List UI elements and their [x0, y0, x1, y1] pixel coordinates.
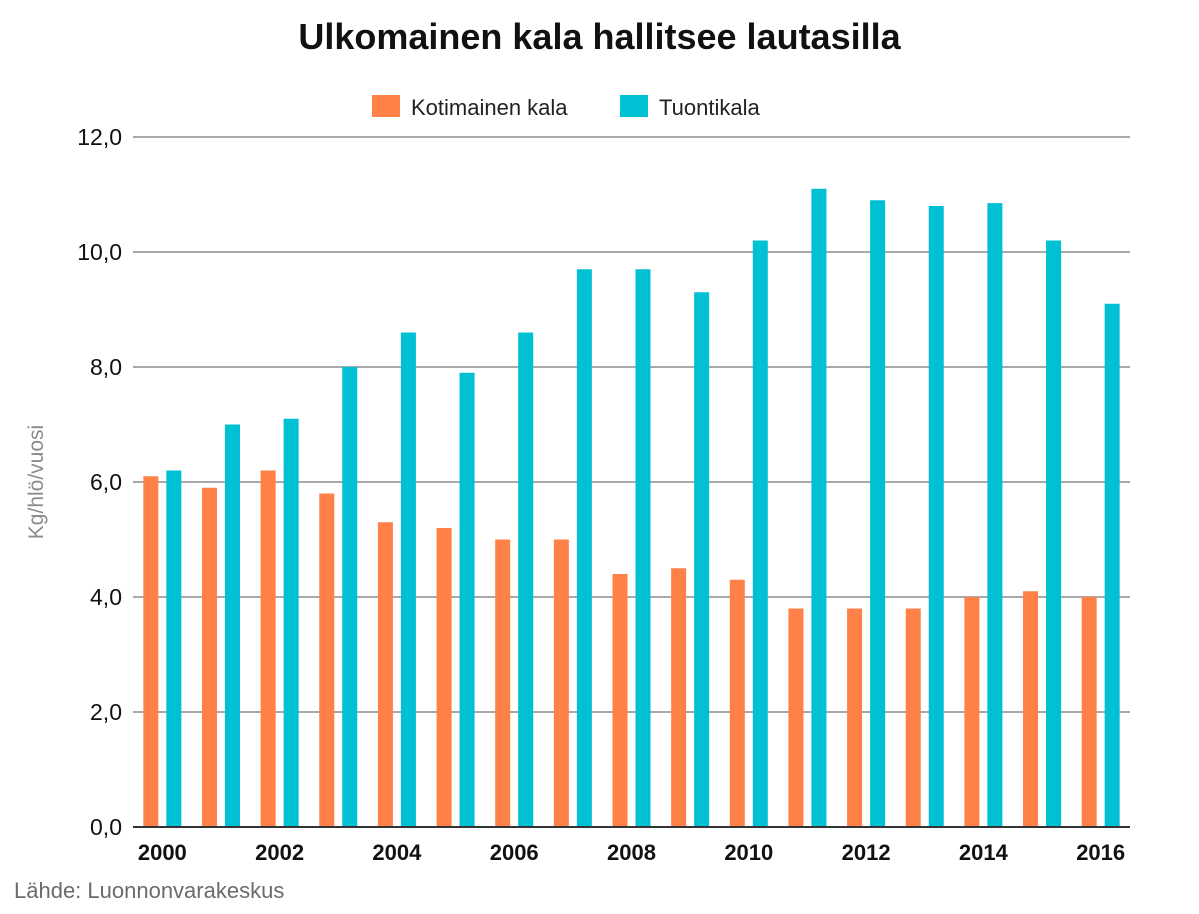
bar-kotimainen-2012	[847, 608, 863, 827]
bar-tuontikala-2016	[1104, 303, 1120, 827]
x-tick-label: 2002	[255, 840, 304, 865]
y-tick-label: 12,0	[77, 124, 122, 150]
bar-tuontikala-2003	[342, 367, 358, 827]
bar-kotimainen-2016	[1081, 597, 1097, 827]
bar-kotimainen-2008	[612, 574, 628, 827]
bar-tuontikala-2000	[166, 470, 182, 827]
legend-swatch-tuontikala	[620, 95, 648, 117]
bar-kotimainen-2009	[671, 568, 687, 827]
bar-kotimainen-2011	[788, 608, 804, 827]
bar-tuontikala-2011	[811, 188, 827, 827]
bar-kotimainen-2013	[905, 608, 921, 827]
bar-tuontikala-2010	[752, 240, 768, 827]
x-tick-label: 2014	[959, 840, 1009, 865]
gridlines	[133, 136, 1130, 713]
y-tick-label: 0,0	[90, 814, 122, 840]
source-note: Lähde: Luonnonvarakeskus	[14, 878, 285, 903]
bar-kotimainen-2002	[260, 470, 276, 827]
bars	[143, 188, 1120, 827]
bar-kotimainen-2000	[143, 476, 159, 827]
y-tick-label: 6,0	[90, 469, 122, 495]
bar-tuontikala-2002	[283, 418, 299, 827]
x-tick-label: 2006	[490, 840, 539, 865]
bar-tuontikala-2014	[987, 203, 1003, 827]
bar-kotimainen-2014	[964, 597, 980, 827]
x-tick-label: 2012	[842, 840, 891, 865]
y-tick-label: 4,0	[90, 584, 122, 610]
bar-tuontikala-2007	[576, 269, 592, 827]
legend-label-kotimainen: Kotimainen kala	[411, 95, 568, 120]
bar-tuontikala-2005	[459, 372, 475, 827]
x-tick-label: 2016	[1076, 840, 1125, 865]
bar-kotimainen-2004	[377, 522, 393, 827]
chart-title: Ulkomainen kala hallitsee lautasilla	[298, 16, 901, 57]
legend-label-tuontikala: Tuontikala	[659, 95, 760, 120]
bar-tuontikala-2001	[224, 424, 240, 827]
y-axis-label: Kg/hlö/vuosi	[25, 425, 48, 539]
x-tick-label: 2008	[607, 840, 656, 865]
bar-tuontikala-2009	[694, 292, 710, 827]
y-tick-label: 10,0	[77, 239, 122, 265]
bar-tuontikala-2006	[518, 332, 534, 827]
bar-kotimainen-2001	[201, 487, 217, 827]
legend-swatch-kotimainen	[372, 95, 400, 117]
legend: Kotimainen kala Tuontikala	[372, 95, 760, 120]
x-tick-label: 2004	[372, 840, 422, 865]
x-tick-label: 2000	[138, 840, 187, 865]
y-tick-label: 8,0	[90, 354, 122, 380]
bar-tuontikala-2008	[635, 269, 651, 827]
x-tick-label: 2010	[724, 840, 773, 865]
bar-tuontikala-2013	[928, 206, 944, 827]
bar-tuontikala-2012	[870, 200, 886, 827]
bar-kotimainen-2005	[436, 528, 452, 827]
y-tick-label: 2,0	[90, 699, 122, 725]
bar-tuontikala-2004	[400, 332, 416, 827]
bar-tuontikala-2015	[1046, 240, 1062, 827]
bar-kotimainen-2007	[553, 539, 569, 827]
bar-kotimainen-2015	[1023, 591, 1039, 827]
bar-kotimainen-2006	[495, 539, 511, 827]
y-axis-tick-labels: 0,0 2,0 4,0 6,0 8,0 10,0 12,0	[77, 124, 122, 840]
bar-kotimainen-2010	[729, 579, 745, 827]
bar-kotimainen-2003	[319, 493, 335, 827]
x-axis-tick-labels: 2000 2002 2004 2006 2008 2010 2012 2014 2016	[138, 840, 1125, 865]
